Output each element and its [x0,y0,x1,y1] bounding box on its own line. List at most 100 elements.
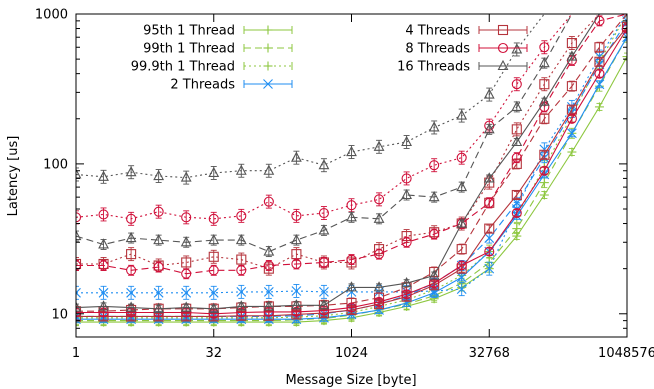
error-bar [486,247,493,256]
data-point [125,231,137,243]
y-axis-label: Latency [us] [6,136,21,217]
legend-label: 8 Threads [405,42,470,57]
y-tick-label: 10 [51,307,68,322]
data-point [511,152,522,163]
data-point [594,68,605,79]
data-point [76,307,82,318]
data-point [456,152,467,163]
data-point [76,301,82,312]
legend-label: 16 Threads [397,60,470,75]
data-point [567,147,577,157]
data-point [153,233,165,245]
data-point [401,277,413,288]
error-bar [403,290,410,299]
data-point [401,237,412,248]
data-point [263,245,275,256]
data-point [318,257,330,268]
error-bar [596,69,603,78]
plot-series [76,14,627,327]
error-bar [76,260,79,271]
data-point [153,206,164,217]
data-point [208,233,220,245]
error-bar [513,191,520,199]
data-point [594,79,605,90]
data-point [346,302,357,313]
data-point [76,260,82,271]
legend-marker [497,59,509,71]
data-point [291,210,302,221]
x-axis-label: Message Size [byte] [285,373,416,388]
data-point [290,299,302,310]
data-point [511,79,522,90]
legend-label: 4 Threads [405,24,470,39]
data-point [318,207,330,219]
data-point [98,209,109,220]
data-point [511,124,522,135]
data-point [566,81,577,92]
legend-label: 2 Threads [170,78,235,93]
data-point [401,135,413,147]
error-bar [624,33,627,42]
data-point [621,23,627,34]
legend-entry: 95th 1 Thread [143,24,293,39]
data-point [401,188,413,200]
data-point [180,301,192,312]
data-point [594,51,605,62]
data-point [456,217,468,228]
error-bar [624,24,627,33]
data-point [539,79,550,90]
data-point [290,151,302,162]
data-point [263,164,275,175]
y-tick-label: 1000 [35,8,68,23]
data-point [318,224,330,235]
data-point [263,260,274,271]
data-point [236,265,247,276]
data-point [594,102,604,112]
data-point [126,249,137,260]
data-point [373,194,385,205]
data-point [539,149,550,160]
legend-marker [497,24,509,36]
error-bar [624,52,627,61]
data-point [153,287,164,298]
data-point [153,262,164,273]
data-point [346,145,357,157]
data-point [484,223,495,234]
data-point [373,212,385,223]
legend: 95th 1 Thread 99th 1 Thread 99.9th 1 Threa… [131,24,528,93]
data-point [511,189,522,201]
data-point [208,213,219,224]
data-point [180,236,192,247]
error-bar [486,224,493,233]
data-point [483,172,495,183]
error-bar [76,285,79,300]
data-point [346,254,357,265]
data-point [235,233,247,245]
data-point [456,180,468,192]
data-point [483,123,495,134]
legend-label: 99th 1 Thread [143,42,235,57]
series-group-16-threads [76,14,627,313]
error-bar [568,105,575,114]
data-point [76,313,81,323]
data-point [180,171,192,182]
error-bar [458,243,465,255]
data-point [456,284,467,295]
data-point [401,173,412,184]
x-tick-label: 1048576 [598,346,654,361]
data-point [76,229,82,241]
legend-entry: 4 Threads [405,24,528,39]
error-bar [513,209,520,217]
data-point [511,43,523,54]
error-bar [76,308,79,317]
data-point [566,50,578,61]
data-point [429,229,440,240]
legend-label: 95th 1 Thread [143,24,235,39]
legend-entry: 8 Threads [405,42,528,57]
data-point [153,169,165,181]
data-point [318,299,330,310]
error-bar [624,22,627,31]
data-point [291,258,302,270]
data-point [208,287,219,298]
